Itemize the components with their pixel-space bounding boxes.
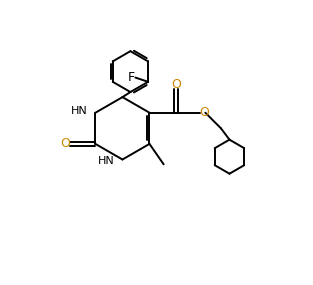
Text: O: O bbox=[200, 106, 209, 119]
Text: F: F bbox=[127, 71, 135, 84]
Text: HN: HN bbox=[98, 156, 115, 166]
Text: O: O bbox=[61, 137, 71, 150]
Text: O: O bbox=[172, 78, 181, 91]
Text: HN: HN bbox=[71, 106, 88, 116]
